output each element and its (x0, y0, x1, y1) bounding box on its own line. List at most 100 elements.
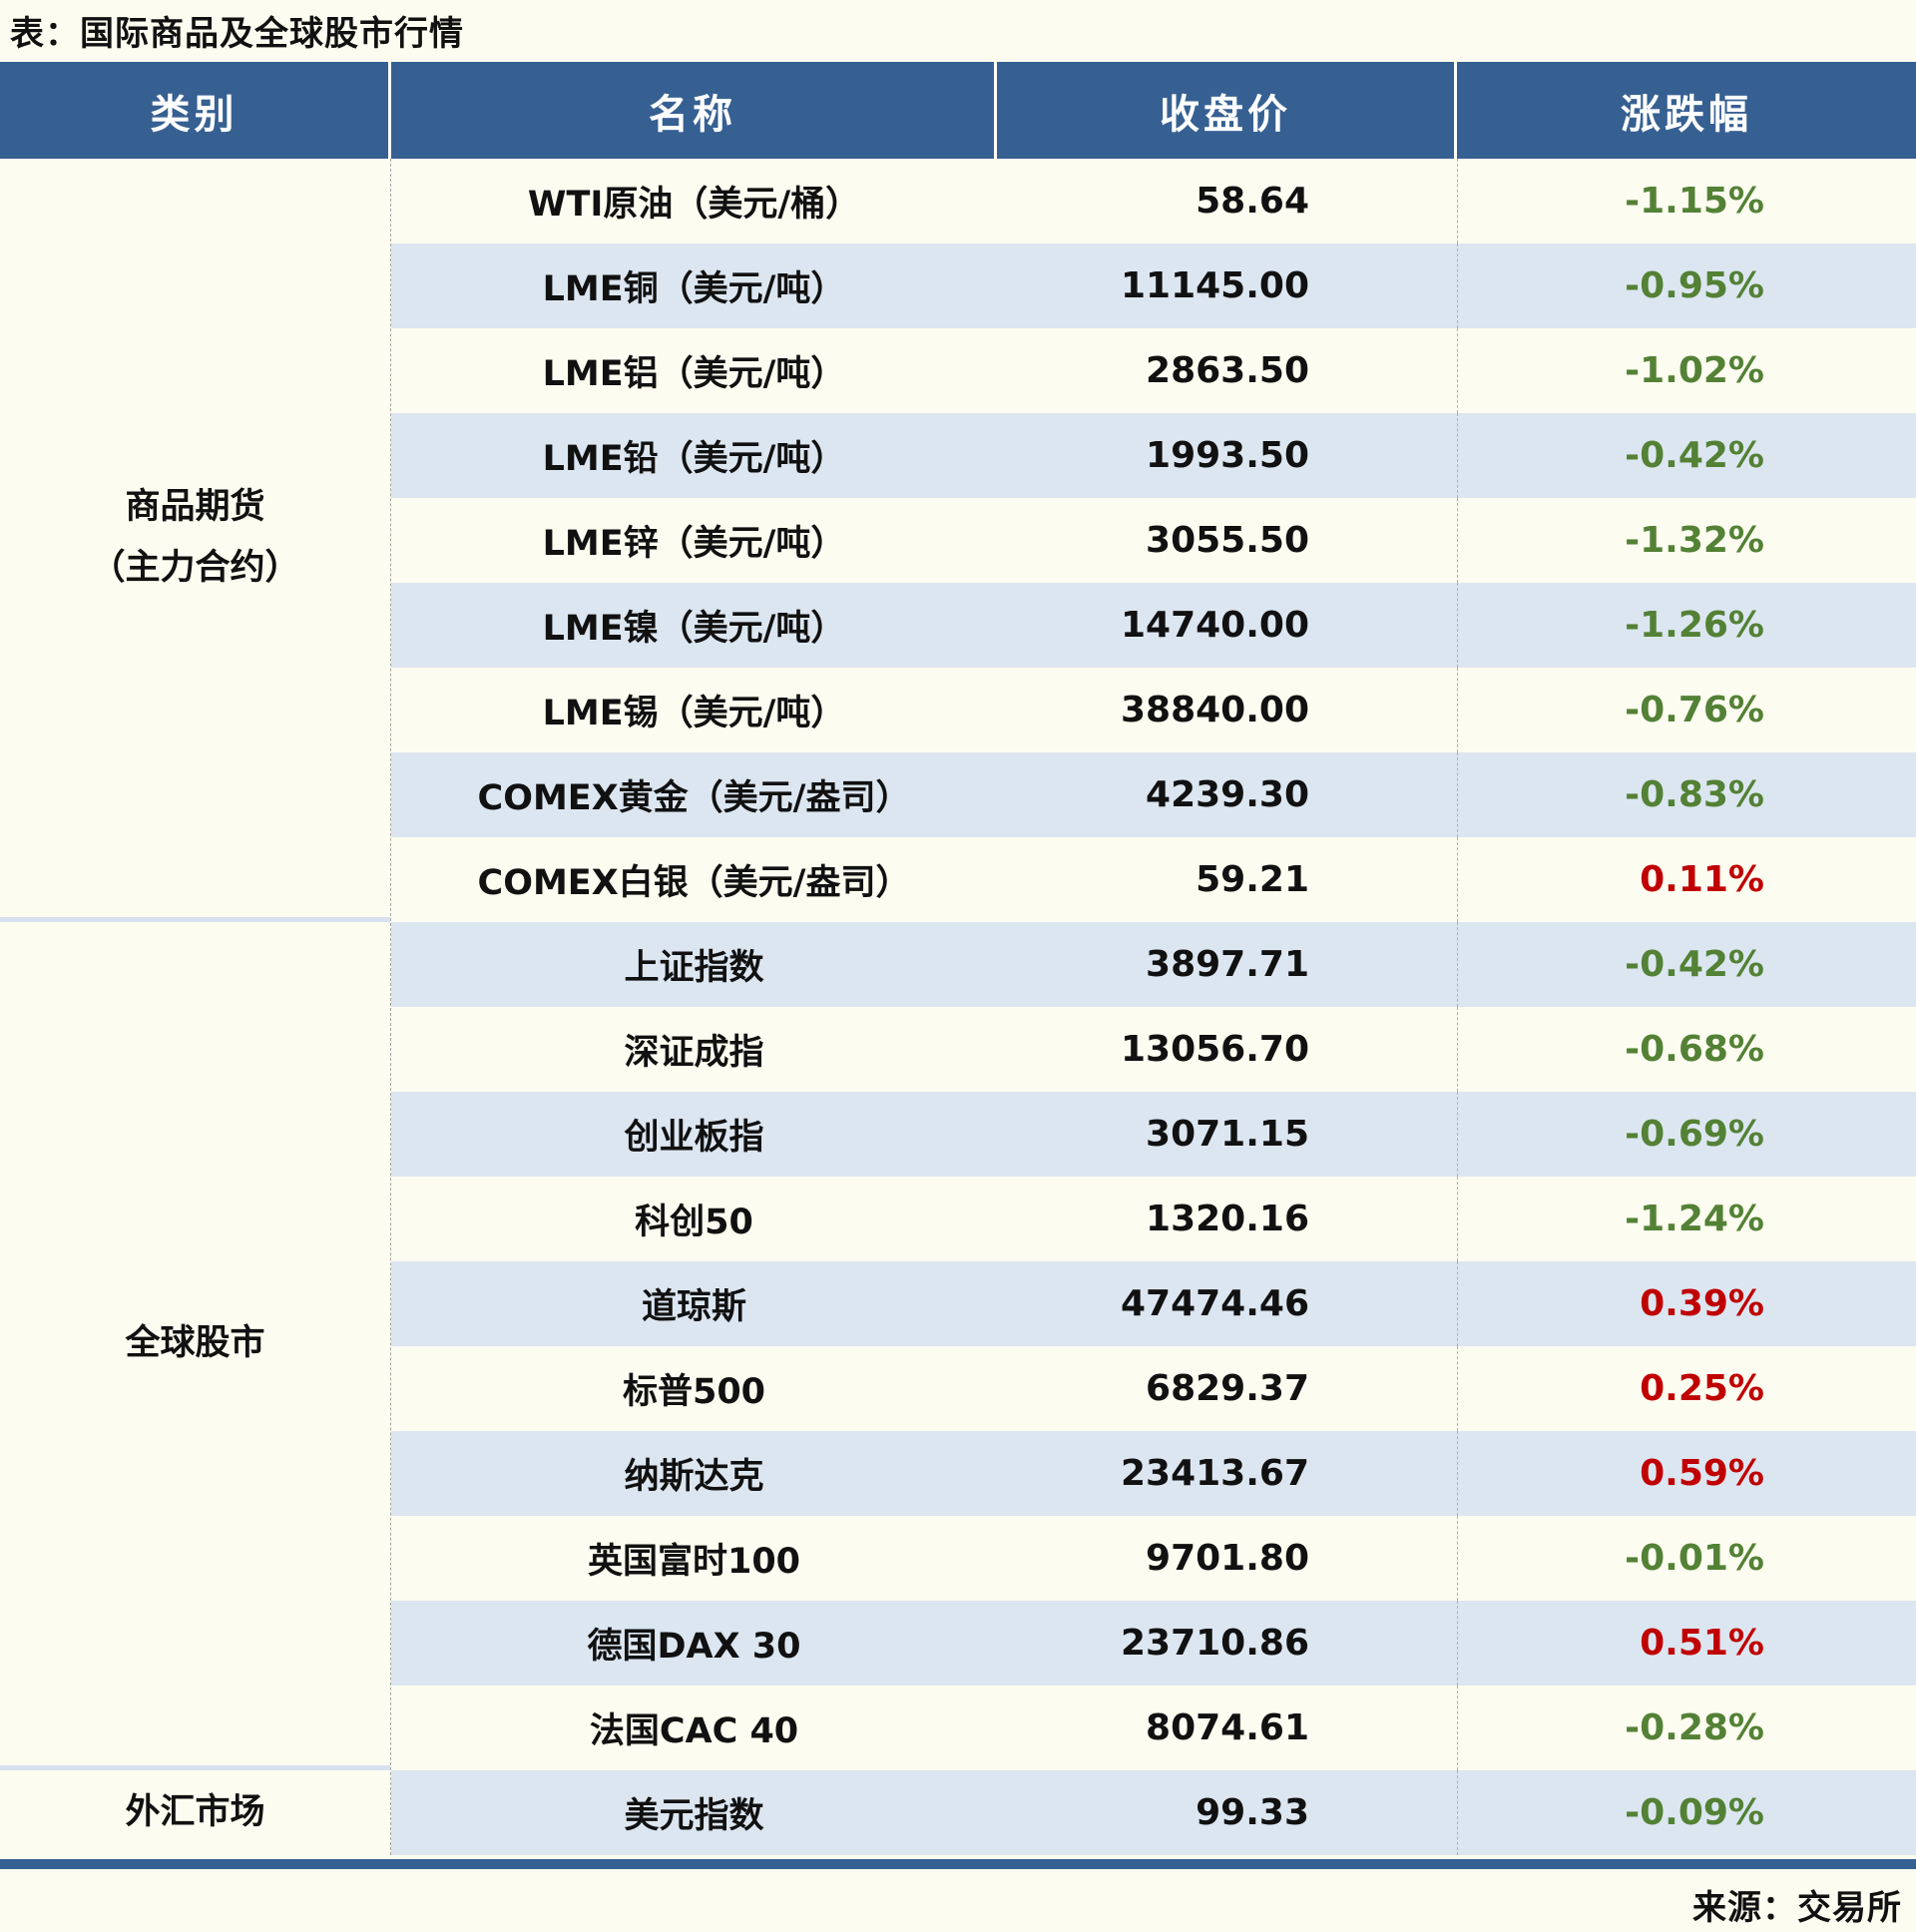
close-price-cell: 58.64 (1196, 181, 1309, 222)
close-price-cell: 23413.67 (1120, 1453, 1309, 1494)
close-price-cell: 6829.37 (1146, 1368, 1309, 1409)
category-separator (0, 1765, 390, 1770)
close-price-cell: 3071.15 (1146, 1114, 1309, 1155)
table-row: 法国CAC 40 8074.61 -0.28% (391, 1686, 1916, 1770)
name-cell: 深证成指 (624, 1033, 764, 1073)
close-price-cell: 1320.16 (1146, 1199, 1309, 1239)
name-cell: 道琼斯 (641, 1287, 746, 1327)
close-price-cell: 47474.46 (1120, 1283, 1309, 1324)
table-row: LME铅（美元/吨） 1993.50 -0.42% (391, 413, 1916, 498)
name-cell: LME锌（美元/吨） (542, 524, 846, 564)
table-header-row: 类别 名称 收盘价 涨跌幅 (0, 62, 1916, 159)
change-percent-cell: -0.83% (1457, 752, 1916, 837)
name-cell: 纳斯达克 (624, 1457, 764, 1497)
change-percent-cell: -0.28% (1457, 1686, 1916, 1770)
header-cell-name: 名称 (391, 62, 997, 159)
name-cell: 标普500 (622, 1372, 766, 1412)
name-cell: 法国CAC 40 (589, 1711, 799, 1751)
close-price-cell: 13056.70 (1120, 1029, 1309, 1070)
change-percent-cell: -0.76% (1457, 668, 1916, 752)
name-cell: 英国富时100 (587, 1542, 801, 1582)
change-percent-cell: -1.02% (1457, 328, 1916, 413)
table-row: 美元指数 99.33 -0.09% (391, 1770, 1916, 1855)
change-percent-cell: -0.42% (1457, 922, 1916, 1007)
table-row: WTI原油（美元/桶） 58.64 -1.15% (391, 159, 1916, 243)
close-price-cell: 8074.61 (1146, 1707, 1309, 1748)
close-price-cell: 14740.00 (1120, 605, 1309, 646)
change-percent-cell: 0.51% (1457, 1601, 1916, 1686)
close-price-cell: 3055.50 (1146, 520, 1309, 561)
close-price-cell: 99.33 (1196, 1792, 1309, 1833)
name-cell: LME铝（美元/吨） (542, 354, 846, 394)
table-row: 德国DAX 30 23710.86 0.51% (391, 1601, 1916, 1686)
name-cell: LME铜（美元/吨） (542, 269, 846, 309)
close-price-cell: 38840.00 (1120, 690, 1309, 730)
table-row: LME镍（美元/吨） 14740.00 -1.26% (391, 583, 1916, 668)
table-row: LME铜（美元/吨） 11145.00 -0.95% (391, 243, 1916, 328)
table-row: 上证指数 3897.71 -0.42% (391, 922, 1916, 1007)
close-price-cell: 1993.50 (1146, 435, 1309, 476)
header-cell-change: 涨跌幅 (1621, 91, 1752, 138)
table-body: 商品期货 （主力合约） 全球股市 外汇市场 WTI原油（美元/桶） 58.64 -1… (0, 159, 1916, 1855)
source-note: 来源：交易所 (1692, 1888, 1902, 1928)
change-percent-cell: -0.09% (1457, 1770, 1916, 1855)
category-label-line: 外汇市场 (125, 1791, 265, 1832)
market-table: 类别 名称 收盘价 涨跌幅 商品期货 （主力合约） 全球股市 外汇市场 WTI原… (0, 62, 1916, 1869)
change-percent-cell: -0.69% (1457, 1092, 1916, 1177)
change-percent-cell: -1.26% (1457, 583, 1916, 668)
table-row: 道琼斯 47474.46 0.39% (391, 1261, 1916, 1346)
category-label-line: （主力合约） (90, 548, 300, 588)
name-cell: COMEX白银（美元/盎司） (477, 863, 911, 903)
change-percent-cell: 0.11% (1457, 837, 1916, 922)
table-row: LME铝（美元/吨） 2863.50 -1.02% (391, 328, 1916, 413)
name-cell: 美元指数 (624, 1796, 764, 1836)
data-rows: WTI原油（美元/桶） 58.64 -1.15% LME铜（美元/吨） 11145.00… (391, 159, 1916, 1855)
table-row: 纳斯达克 23413.67 0.59% (391, 1431, 1916, 1516)
table-row: LME锌（美元/吨） 3055.50 -1.32% (391, 498, 1916, 583)
category-label-line: 全球股市 (125, 1322, 265, 1363)
category-group-commodities: 商品期货 （主力合约） (0, 159, 390, 917)
category-group-stocks: 全球股市 (0, 922, 390, 1765)
table-row: COMEX黄金（美元/盎司） 4239.30 -0.83% (391, 752, 1916, 837)
category-separator (0, 917, 390, 922)
name-cell: 创业板指 (624, 1118, 764, 1158)
change-percent-cell: 0.39% (1457, 1261, 1916, 1346)
close-price-cell: 2863.50 (1146, 350, 1309, 391)
name-cell: 科创50 (635, 1203, 753, 1242)
close-price-cell: 23710.86 (1120, 1623, 1309, 1664)
change-percent-cell: -1.24% (1457, 1177, 1916, 1261)
table-row: 深证成指 13056.70 -0.68% (391, 1007, 1916, 1092)
change-percent-cell: -0.42% (1457, 413, 1916, 498)
change-percent-cell: 0.59% (1457, 1431, 1916, 1516)
table-row: 科创50 1320.16 -1.24% (391, 1177, 1916, 1261)
close-price-cell: 11145.00 (1120, 265, 1309, 306)
change-percent-cell: -1.15% (1457, 159, 1916, 243)
table-row: LME锡（美元/吨） 38840.00 -0.76% (391, 668, 1916, 752)
name-cell: LME镍（美元/吨） (542, 609, 846, 649)
change-percent-cell: -0.01% (1457, 1516, 1916, 1601)
change-percent-cell: -0.95% (1457, 243, 1916, 328)
close-price-cell: 9701.80 (1146, 1538, 1309, 1579)
name-cell: COMEX黄金（美元/盎司） (477, 778, 911, 818)
name-cell: 上证指数 (624, 948, 764, 988)
change-percent-cell: -1.32% (1457, 498, 1916, 583)
close-price-cell: 59.21 (1196, 859, 1309, 900)
table-row: COMEX白银（美元/盎司） 59.21 0.11% (391, 837, 1916, 922)
close-price-cell: 3897.71 (1146, 944, 1309, 985)
header-cell-close: 收盘价 (997, 62, 1457, 159)
change-percent-cell: 0.25% (1457, 1346, 1916, 1431)
name-cell: WTI原油（美元/桶） (527, 185, 861, 225)
category-column: 商品期货 （主力合约） 全球股市 外汇市场 (0, 159, 391, 1855)
bottom-accent-bar (0, 1859, 1916, 1869)
change-percent-cell: -0.68% (1457, 1007, 1916, 1092)
table-row: 创业板指 3071.15 -0.69% (391, 1092, 1916, 1177)
name-cell: LME锡（美元/吨） (542, 694, 846, 733)
page-title: 表：国际商品及全球股市行情 (10, 14, 464, 54)
close-price-cell: 4239.30 (1146, 774, 1309, 815)
name-cell: 德国DAX 30 (587, 1627, 801, 1667)
category-group-fx: 外汇市场 (0, 1770, 390, 1855)
header-cell-category: 类别 (0, 62, 391, 159)
table-row: 标普500 6829.37 0.25% (391, 1346, 1916, 1431)
table-row: 英国富时100 9701.80 -0.01% (391, 1516, 1916, 1601)
